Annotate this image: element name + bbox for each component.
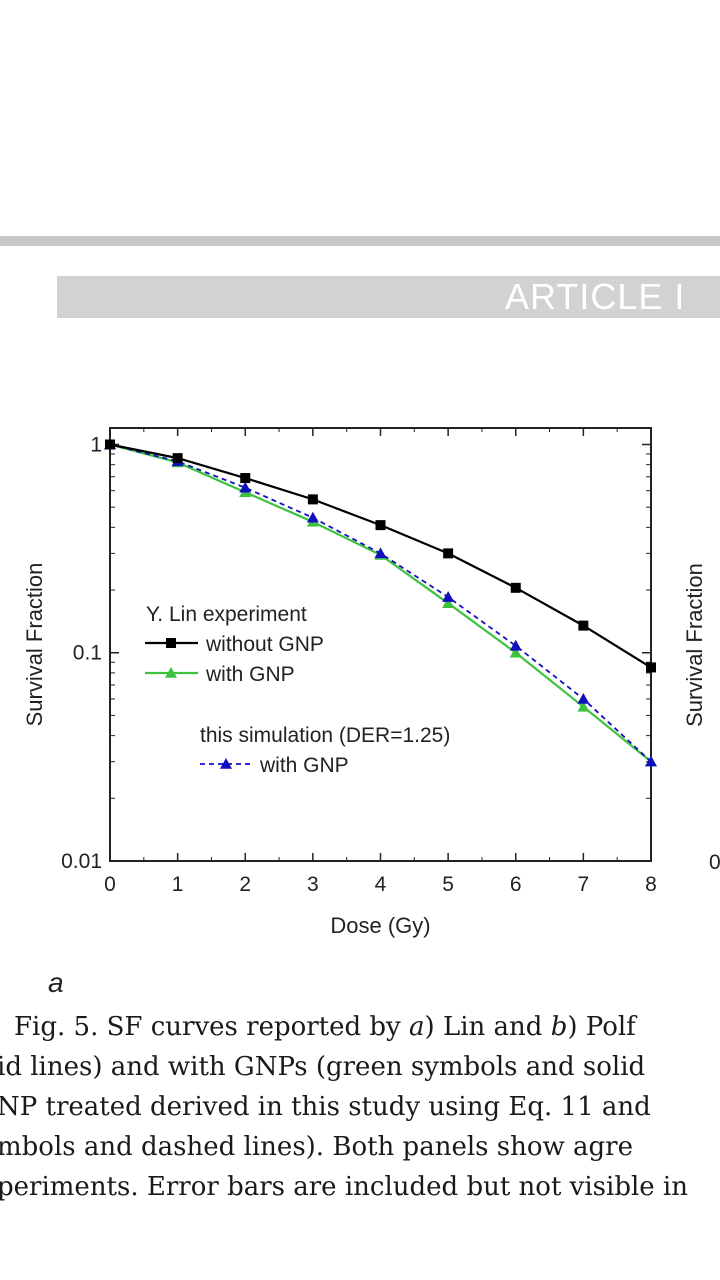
x-tick-label-4: 4	[375, 873, 387, 896]
series-0-point-1	[172, 453, 183, 464]
series-1-point-5	[442, 597, 455, 608]
caption-line-4: mbols and dashed lines). Both panels sho…	[0, 1132, 633, 1162]
series-0-point-5	[443, 548, 454, 559]
series-2-point-2	[239, 481, 252, 493]
y-axis-label: Survival Fraction	[22, 563, 47, 727]
chart-b-y-axis-label: Survival Fraction	[682, 563, 707, 727]
x-tick-label-5: 5	[442, 873, 454, 896]
legend-label-2: with GNP	[259, 754, 349, 777]
legend-label-1: with GNP	[205, 663, 295, 686]
caption-line-1-text-c: ) Polf	[567, 1012, 636, 1042]
legend-title-1: Y. Lin experiment	[146, 603, 307, 626]
series-0-point-2	[240, 473, 251, 484]
x-tick-label-7: 7	[578, 873, 590, 896]
banner-text: ARTICLE I	[505, 276, 686, 317]
y-tick-label-0: 1	[90, 433, 102, 456]
caption-line-5: periments. Error bars are included but n…	[0, 1172, 688, 1202]
caption-line-2: id lines) and with GNPs (green symbols a…	[0, 1052, 646, 1082]
series-0-point-4	[375, 520, 386, 531]
y-tick-label-2: 0.01	[61, 850, 102, 873]
plot-frame	[109, 427, 652, 862]
series-2-point-5	[442, 591, 455, 602]
panel-label-a: a	[48, 967, 64, 998]
caption-line-3: NP treated derived in this study using E…	[0, 1092, 651, 1122]
series-2-point-8	[645, 755, 657, 767]
legend-marker-2	[220, 758, 232, 769]
caption-line-1-italic-b: b	[550, 1012, 568, 1042]
series-2-point-4	[374, 547, 387, 559]
caption-line-1-text-a: Fig. 5. SF curves reported by	[14, 1012, 410, 1042]
x-axis-label: Dose (Gy)	[330, 913, 430, 938]
y-tick-label-1: 0.1	[73, 642, 102, 665]
series-0-point-8	[646, 662, 656, 673]
series-1-point-6	[509, 646, 522, 658]
x-tick-label-0: 0	[104, 873, 116, 896]
x-tick-label-2: 2	[239, 873, 251, 896]
survival-fraction-chart-a: 0 1 2 3 4 5 6 7 8 1 0.1 0.01 Dose (Gy) Survival Fract…	[22, 427, 657, 938]
x-tick-label-3: 3	[307, 873, 319, 896]
caption-line-1-italic-a: a	[409, 1012, 425, 1042]
x-tick-label-1: 1	[172, 873, 184, 896]
caption-line-1: Fig. 5. SF curves reported by a) Lin and…	[14, 1010, 636, 1044]
legend-marker-1	[165, 667, 177, 678]
series-2-point-7	[577, 692, 590, 704]
series-2-point-3	[306, 511, 319, 523]
article-banner: ARTICLE I	[57, 276, 720, 318]
series-2-point-6	[509, 639, 522, 651]
legend-label-0: without GNP	[205, 633, 324, 656]
legend-title-2: this simulation (DER=1.25)	[200, 724, 450, 747]
series-0-point-6	[510, 582, 521, 593]
caption-line-1-text-b: ) Lin and	[424, 1012, 551, 1042]
series-0-point-3	[307, 494, 318, 505]
x-tick-label-6: 6	[510, 873, 522, 896]
survival-fraction-chart-b: Survival Fraction 0	[682, 563, 720, 874]
series-0-point-7	[578, 620, 589, 631]
chart-b-y-tick-label-0: 0	[709, 851, 720, 874]
x-tick-label-8: 8	[645, 873, 657, 896]
series-1-point-7	[577, 700, 590, 712]
legend-marker-0	[166, 638, 176, 648]
header-rule	[0, 236, 720, 246]
series-0-point-0	[105, 439, 115, 450]
